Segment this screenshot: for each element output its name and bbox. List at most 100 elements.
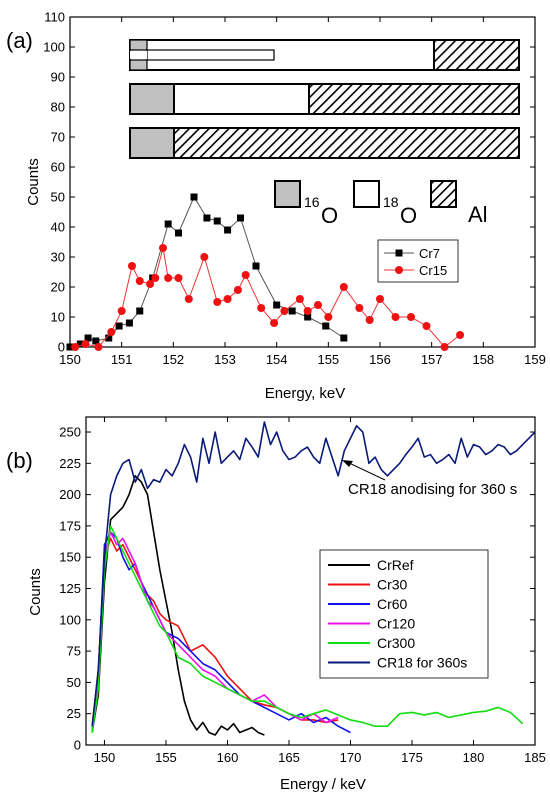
series-cr7-point [288, 307, 296, 315]
legend-cr300-label: Cr300 [377, 635, 415, 651]
series-cr7-point [252, 262, 260, 270]
series-cr15-point [270, 319, 279, 327]
panel-a-y-tick-label: 80 [51, 100, 65, 115]
panel-b-label: (b) [6, 448, 33, 473]
series-cr15-point [213, 298, 222, 306]
series-cr15-point [303, 307, 312, 315]
series-cr7-point [190, 193, 198, 201]
series-cr7-point [237, 214, 244, 222]
series-cr15-point [128, 262, 136, 270]
panel-b-y-tick-label: 250 [59, 425, 81, 440]
panel-a-ylabel: Counts [25, 158, 42, 206]
panel-a-x-tick-label: 157 [421, 352, 443, 367]
panel-a-x-tick-label: 150 [59, 352, 81, 367]
series-cr15-point [241, 271, 250, 279]
legend-cr7-marker [395, 249, 403, 257]
series-cr15-point [257, 304, 266, 312]
composition-legend-superscript: 16 [304, 194, 320, 210]
panel-b-x-tick-label: 170 [340, 750, 362, 765]
panel-a-x-tick-label: 151 [111, 352, 133, 367]
series-cr15-point [71, 343, 80, 351]
series-cr7-point [175, 229, 182, 237]
legend-cr30-label: Cr30 [377, 577, 408, 593]
series-cr15-point [94, 343, 103, 351]
series-cr15-point [81, 340, 90, 348]
panel-b-x-tick-label: 185 [524, 750, 546, 765]
panel-a-y-tick-label: 90 [51, 70, 65, 85]
series-cr7-point [115, 322, 123, 330]
series-crref-line [91, 475, 265, 736]
composition-legend-swatch [430, 180, 457, 208]
legend-cr15-label: Cr15 [419, 263, 447, 278]
panel-a-label: (a) [6, 28, 33, 53]
panel-a-x-tick-label: 152 [162, 352, 184, 367]
series-cr7-point [340, 334, 348, 342]
series-cr15-point [146, 280, 155, 288]
series-cr7-point [125, 319, 133, 327]
legend-cr15-marker [395, 266, 403, 274]
series-cr7-point [105, 334, 113, 342]
panel-a-x-tick-label: 153 [214, 352, 236, 367]
series-cr7-point [164, 220, 172, 228]
panel-a-x-tick-label: 159 [524, 352, 546, 367]
panel-b-y-tick-label: 225 [59, 456, 81, 471]
panel-b-xlabel: Energy / keV [280, 776, 366, 793]
composition-bar-middle [129, 83, 520, 115]
series-cr15-point [135, 277, 144, 285]
series-cr7-point [213, 217, 221, 225]
series-cr15-point [107, 328, 116, 336]
panel-a-legend: Cr7 Cr15 [377, 239, 459, 283]
legend-cr60-label: Cr60 [377, 596, 408, 612]
panel-b-legend-box [319, 549, 489, 679]
series-cr15-point [355, 304, 364, 312]
series-cr15-point [200, 253, 209, 261]
panel-b-axes: 150 155 160 165 170 175 180 185 0 25 50 75 100 125 150… [59, 416, 546, 765]
panel-a-y-tick-label: 50 [51, 190, 65, 205]
panel-a-y-tick-label: 40 [51, 220, 65, 235]
series-cr7-point [136, 307, 144, 315]
series-cr15-point [164, 274, 173, 282]
series-cr15-point [295, 295, 304, 303]
series-cr7-point [224, 226, 232, 234]
panel-a-xlabel: Energy, keV [265, 385, 346, 402]
composition-bar-bottom [129, 127, 520, 159]
panel-b-x-tick-label: 180 [463, 750, 485, 765]
series-cr7-point [203, 214, 211, 222]
series-cr15-point [117, 307, 126, 315]
panel-a-y-tick-label: 110 [44, 10, 65, 25]
series-cr15-point [233, 286, 242, 294]
panel-b-x-tick-label: 165 [278, 750, 300, 765]
panel-a-x-tick-label: 154 [266, 352, 288, 367]
panel-a-y-tick-label: 30 [51, 250, 65, 265]
panel-b-x-tick-label: 160 [217, 750, 239, 765]
composition-legend-label: O [321, 203, 338, 228]
panel-b-y-tick-label: 100 [59, 612, 81, 627]
panel-a-legend-box [377, 239, 459, 283]
series-cr7-point [322, 322, 330, 330]
series-cr15-point [339, 283, 348, 291]
composition-legend-swatch [274, 180, 301, 208]
series-cr15-point [280, 307, 289, 315]
annotation-arrow-line [346, 461, 386, 481]
series-cr15-point [159, 244, 167, 252]
series-cr7-point [66, 343, 74, 351]
series-cr18-for-360s-line [91, 421, 536, 727]
composition-legend-superscript: 18 [383, 194, 399, 210]
panel-a-x-tick-label: 156 [369, 352, 391, 367]
series-cr15-point [314, 301, 322, 309]
panel-b-y-tick-label: 175 [59, 518, 81, 533]
series-cr7-point [92, 337, 100, 345]
composition-legend-label: O [400, 203, 417, 228]
series-cr15-point [223, 295, 232, 303]
annotation-text: CR18 anodising for 360 s [348, 481, 517, 498]
panel-b-annotation: CR18 anodising for 360 s [342, 460, 517, 498]
panel-b-y-tick-label: 150 [59, 550, 81, 565]
panel-a-plot-frame [69, 16, 536, 348]
panel-b: (b) 150 155 160 165 170 175 180 185 0 25 50 75 100 12… [6, 416, 546, 793]
series-cr15-point [440, 343, 449, 351]
series-cr15-point [456, 331, 465, 339]
panel-a-series [66, 193, 465, 351]
